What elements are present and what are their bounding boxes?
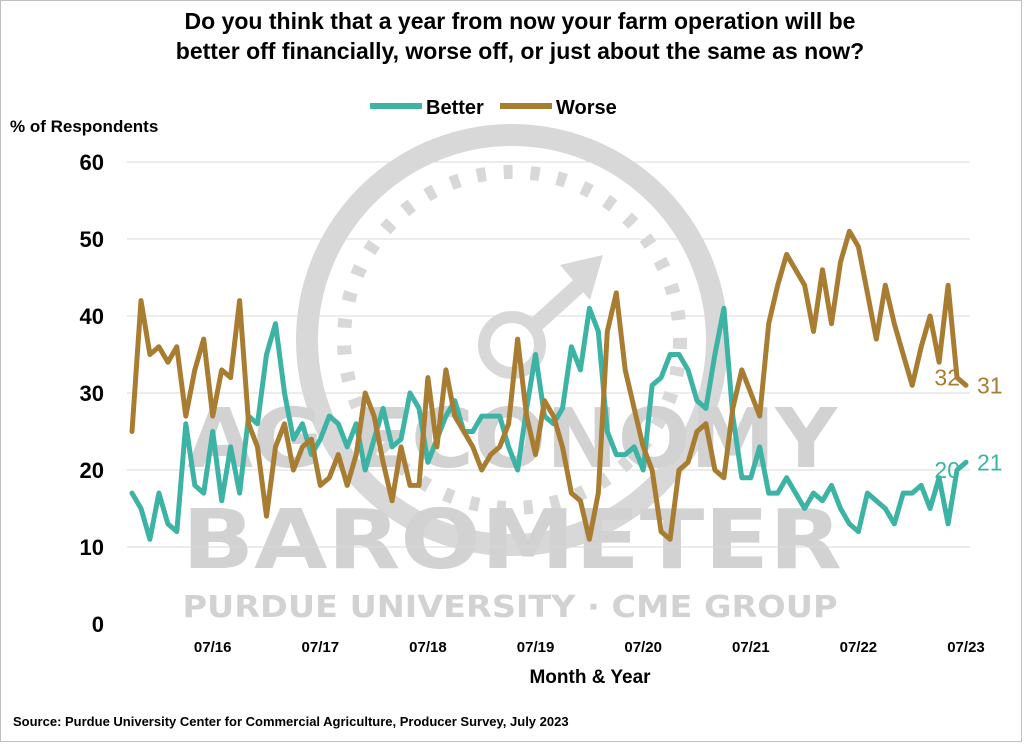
end-label-better: 21	[977, 449, 1003, 475]
x-tick-07-21: 07/21	[732, 639, 770, 656]
series-lines	[129, 228, 969, 542]
end-label-worse: 31	[977, 372, 1003, 398]
title-line-1: Do you think that a year from now your f…	[184, 8, 856, 34]
source-note: Source: Purdue University Center for Com…	[13, 714, 569, 729]
legend-label-better: Better	[426, 97, 484, 119]
title-line-2: better off financially, worse off, or ju…	[175, 38, 865, 64]
watermark-gauge-needle	[524, 274, 591, 336]
y-tick-60: 60	[80, 150, 104, 175]
y-tick-50: 50	[80, 227, 104, 252]
x-tick-labels: 07/16 07/17 07/18 07/19 07/20 07/21 07/22 07/23	[194, 639, 985, 656]
legend-label-worse: Worse	[556, 97, 617, 119]
watermark-gauge-dots	[337, 165, 687, 515]
x-tick-07-17: 07/17	[302, 639, 340, 656]
y-tick-0: 0	[92, 612, 104, 637]
x-tick-07-22: 07/22	[840, 639, 878, 656]
watermark-line-2: BAROMETER	[182, 493, 842, 588]
x-axis-label: Month & Year	[529, 667, 651, 688]
watermark-needle-head	[560, 255, 603, 300]
y-tick-30: 30	[80, 381, 104, 406]
x-tick-07-19: 07/19	[517, 639, 555, 656]
end-labels: 21 20 31 32	[934, 365, 1002, 483]
x-tick-07-16: 07/16	[194, 639, 232, 656]
y-tick-labels: 0 10 20 30 40 50 60	[80, 150, 104, 637]
series-line-better	[129, 305, 969, 542]
end-label-prev-worse: 32	[934, 365, 960, 391]
chart-title: Do you think that a year from now your f…	[40, 6, 1000, 66]
x-tick-07-20: 07/20	[624, 639, 662, 656]
end-label-prev-better: 20	[934, 457, 960, 483]
legend: Better Worse	[370, 97, 617, 119]
x-tick-07-23: 07/23	[947, 639, 985, 656]
gridlines	[127, 161, 970, 548]
series-line-worse	[129, 228, 969, 542]
y-axis-label: % of Respondents	[10, 117, 158, 136]
watermark-line-3: PURDUE UNIVERSITY · CME GROUP	[183, 590, 838, 625]
y-tick-40: 40	[80, 304, 104, 329]
y-tick-10: 10	[80, 535, 104, 560]
y-tick-20: 20	[80, 458, 104, 483]
x-tick-07-18: 07/18	[409, 639, 447, 656]
